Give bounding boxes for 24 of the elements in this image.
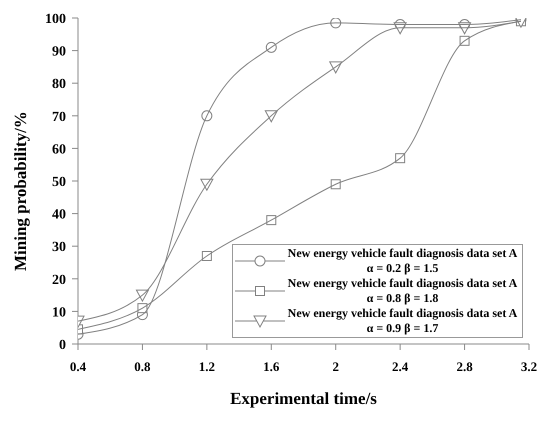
y-tick-label: 80 <box>52 77 66 92</box>
x-tick-label: 1.2 <box>198 359 215 374</box>
y-tick-label: 100 <box>45 12 66 27</box>
y-tick-label: 0 <box>59 338 66 353</box>
y-tick-label: 20 <box>52 272 66 288</box>
y-tick-label: 60 <box>52 142 66 158</box>
x-tick-label: 2.8 <box>456 359 474 374</box>
x-tick-label: 2.4 <box>392 359 409 374</box>
y-tick-label: 70 <box>52 110 66 125</box>
y-tick-label: 90 <box>52 44 66 60</box>
x-tick-label: 2 <box>332 359 339 374</box>
x-tick-label: 3.2 <box>520 359 538 374</box>
y-tick-label: 40 <box>52 208 66 223</box>
legend-label: New energy vehicle fault diagnosis data set A α = 0.8 β = 1.8 <box>286 276 518 306</box>
x-tick-label: 0.4 <box>70 359 87 374</box>
y-tick-label: 50 <box>52 174 66 190</box>
x-axis-title: Experimental time/s <box>230 389 378 408</box>
x-tick-label: 1.6 <box>263 359 280 374</box>
y-tick-label: 10 <box>52 305 66 320</box>
legend-label: New energy vehicle fault diagnosis data set A α = 0.9 β = 1.7 <box>286 306 518 336</box>
y-tick-label: 30 <box>52 240 66 256</box>
x-tick-label: 0.8 <box>134 359 152 374</box>
legend-label: New energy vehicle fault diagnosis data set A α = 0.2 β = 1.5 <box>286 246 518 276</box>
y-axis-title: Mining probability/% <box>11 111 30 271</box>
